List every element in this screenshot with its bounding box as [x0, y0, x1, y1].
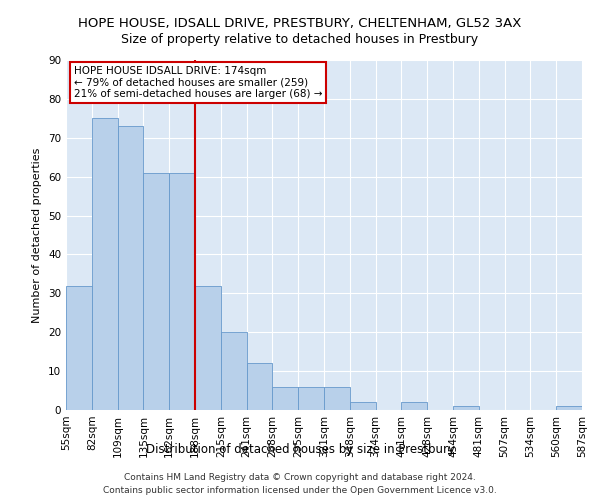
Text: Contains HM Land Registry data © Crown copyright and database right 2024.
Contai: Contains HM Land Registry data © Crown c… — [103, 474, 497, 495]
Bar — [118, 126, 143, 410]
Bar — [453, 406, 479, 410]
Bar — [92, 118, 118, 410]
Y-axis label: Number of detached properties: Number of detached properties — [32, 148, 43, 322]
Bar — [169, 173, 195, 410]
Bar — [401, 402, 427, 410]
Bar — [221, 332, 247, 410]
Bar — [195, 286, 221, 410]
Bar — [143, 173, 169, 410]
Text: Distribution of detached houses by size in Prestbury: Distribution of detached houses by size … — [146, 442, 455, 456]
Text: HOPE HOUSE, IDSALL DRIVE, PRESTBURY, CHELTENHAM, GL52 3AX: HOPE HOUSE, IDSALL DRIVE, PRESTBURY, CHE… — [79, 18, 521, 30]
Text: Size of property relative to detached houses in Prestbury: Size of property relative to detached ho… — [121, 32, 479, 46]
Bar — [298, 386, 324, 410]
Bar — [350, 402, 376, 410]
Text: HOPE HOUSE IDSALL DRIVE: 174sqm
← 79% of detached houses are smaller (259)
21% o: HOPE HOUSE IDSALL DRIVE: 174sqm ← 79% of… — [74, 66, 322, 99]
Bar — [272, 386, 298, 410]
Bar — [66, 286, 92, 410]
Bar — [324, 386, 350, 410]
Bar — [247, 364, 272, 410]
Bar — [556, 406, 582, 410]
